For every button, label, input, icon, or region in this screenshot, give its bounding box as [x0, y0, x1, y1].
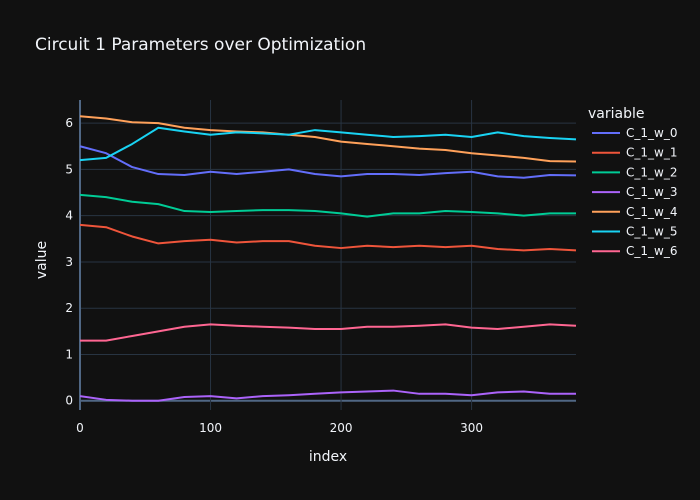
y-tick-label: 0: [65, 394, 73, 408]
chart-title: Circuit 1 Parameters over Optimization: [35, 35, 366, 55]
y-tick-label: 6: [65, 116, 73, 130]
legend-item-label[interactable]: C_1_w_5: [626, 225, 677, 239]
series-line-C_1_w_1: [79, 223, 577, 252]
legend-item-label[interactable]: C_1_w_6: [626, 244, 677, 258]
series-line-C_1_w_0: [79, 145, 577, 179]
series-line-C_1_w_3: [79, 389, 576, 402]
legend-item-label[interactable]: C_1_w_1: [626, 146, 677, 160]
series-line-C_1_w_2: [79, 193, 576, 218]
legend-title: variable: [588, 106, 644, 122]
series-lines: [79, 115, 577, 402]
y-tick-label: 1: [65, 347, 73, 361]
y-tick-label: 3: [65, 255, 73, 269]
legend[interactable]: variable C_1_w_0 C_1_w_1 C_1_w_2 C_1_w_3 C_1…: [588, 106, 677, 258]
x-tick-label: 0: [76, 421, 84, 435]
series-line-C_1_w_4: [79, 115, 577, 163]
x-tick-label: 200: [330, 421, 353, 435]
grid: [79, 100, 576, 410]
x-tick-label: 100: [199, 421, 222, 435]
legend-item-label[interactable]: C_1_w_0: [626, 126, 677, 140]
x-axis-label: index: [309, 449, 347, 465]
tick-labels: 0 1 2 3 4 5 6 0 100 200 300: [65, 116, 483, 435]
y-tick-label: 4: [65, 209, 73, 223]
x-tick-label: 300: [460, 421, 483, 435]
y-tick-label: 5: [65, 162, 73, 176]
legend-item-label[interactable]: C_1_w_3: [626, 185, 677, 199]
series-line-C_1_w_5: [79, 126, 577, 162]
y-tick-label: 2: [65, 301, 73, 315]
legend-item-label[interactable]: C_1_w_4: [626, 205, 677, 219]
series-line-C_1_w_6: [80, 323, 577, 342]
y-axis-label: value: [34, 241, 50, 279]
legend-item-label[interactable]: C_1_w_2: [626, 165, 677, 179]
